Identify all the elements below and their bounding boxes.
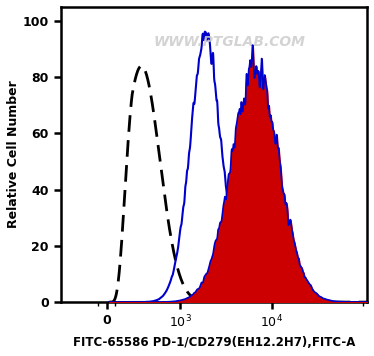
Text: WWW.PTGLAB.COM: WWW.PTGLAB.COM — [153, 35, 305, 49]
X-axis label: FITC-65586 PD-1/CD279(EH12.2H7),FITC-A: FITC-65586 PD-1/CD279(EH12.2H7),FITC-A — [73, 336, 355, 349]
Y-axis label: Relative Cell Number: Relative Cell Number — [7, 81, 20, 229]
